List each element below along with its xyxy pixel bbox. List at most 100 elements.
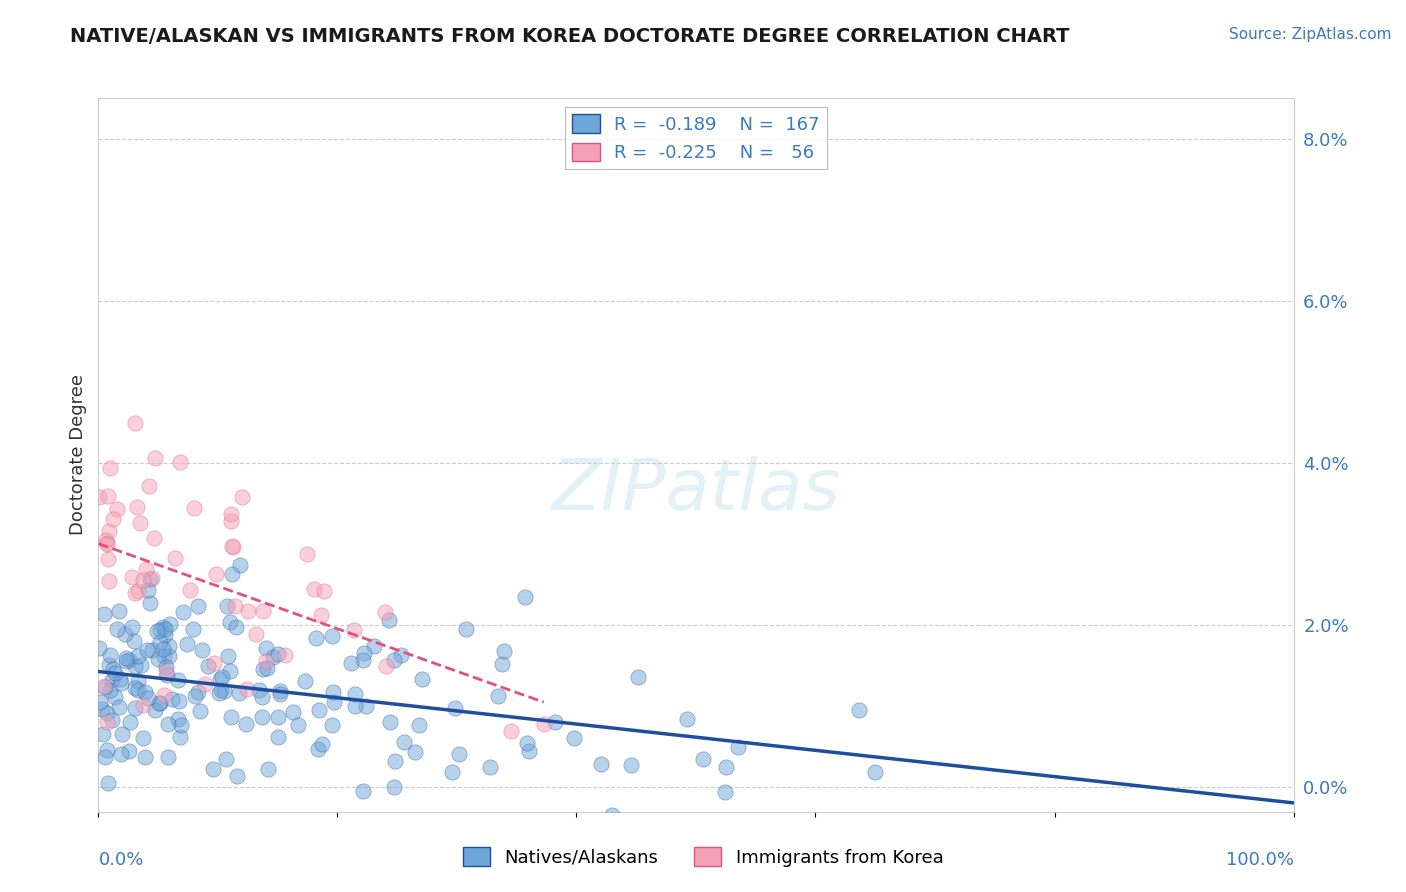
Natives/Alaskans xyxy=(267,647,290,661)
Immigrants from Korea xyxy=(499,723,522,738)
Natives/Alaskans xyxy=(257,763,280,777)
Immigrants from Korea xyxy=(93,679,115,693)
Natives/Alaskans xyxy=(152,649,174,664)
Natives/Alaskans xyxy=(159,617,181,632)
Natives/Alaskans xyxy=(254,641,277,656)
Natives/Alaskans xyxy=(141,643,163,657)
Natives/Alaskans xyxy=(692,752,714,766)
Natives/Alaskans xyxy=(440,764,463,779)
Natives/Alaskans xyxy=(486,690,509,704)
Natives/Alaskans xyxy=(323,696,346,710)
Immigrants from Korea xyxy=(236,681,259,696)
Natives/Alaskans xyxy=(209,682,232,697)
Natives/Alaskans xyxy=(564,731,586,745)
Text: ZIPatlas: ZIPatlas xyxy=(551,456,841,525)
Natives/Alaskans xyxy=(219,664,242,678)
Natives/Alaskans xyxy=(152,642,174,657)
Natives/Alaskans xyxy=(114,626,136,640)
Natives/Alaskans xyxy=(321,718,343,732)
Natives/Alaskans xyxy=(228,686,250,700)
Natives/Alaskans xyxy=(865,764,887,779)
Natives/Alaskans xyxy=(352,653,374,667)
Natives/Alaskans xyxy=(294,673,316,688)
Natives/Alaskans xyxy=(215,599,238,613)
Natives/Alaskans xyxy=(127,674,149,689)
Natives/Alaskans xyxy=(184,690,207,704)
Natives/Alaskans xyxy=(307,741,329,756)
Natives/Alaskans xyxy=(343,698,366,713)
Natives/Alaskans xyxy=(101,713,124,727)
Natives/Alaskans xyxy=(110,747,132,762)
Natives/Alaskans xyxy=(675,712,697,726)
Natives/Alaskans xyxy=(848,703,870,717)
Immigrants from Korea xyxy=(97,552,120,566)
Natives/Alaskans xyxy=(321,628,343,642)
Natives/Alaskans xyxy=(211,670,233,684)
Natives/Alaskans xyxy=(363,639,385,653)
Natives/Alaskans xyxy=(136,582,159,597)
Natives/Alaskans xyxy=(149,635,172,649)
Immigrants from Korea xyxy=(155,665,177,680)
Text: Source: ZipAtlas.com: Source: ZipAtlas.com xyxy=(1229,27,1392,42)
Immigrants from Korea xyxy=(127,583,149,598)
Immigrants from Korea xyxy=(221,507,243,521)
Immigrants from Korea xyxy=(533,717,555,731)
Natives/Alaskans xyxy=(378,613,401,627)
Immigrants from Korea xyxy=(96,714,118,729)
Natives/Alaskans xyxy=(404,745,426,759)
Natives/Alaskans xyxy=(139,572,162,586)
Natives/Alaskans xyxy=(408,718,430,732)
Text: 0.0%: 0.0% xyxy=(98,851,143,869)
Natives/Alaskans xyxy=(96,706,118,720)
Text: 100.0%: 100.0% xyxy=(1226,851,1294,869)
Natives/Alaskans xyxy=(129,658,152,673)
Natives/Alaskans xyxy=(353,646,375,660)
Natives/Alaskans xyxy=(118,715,141,730)
Natives/Alaskans xyxy=(229,558,252,572)
Natives/Alaskans xyxy=(340,657,363,671)
Natives/Alaskans xyxy=(124,659,146,673)
Natives/Alaskans xyxy=(262,650,284,665)
Natives/Alaskans xyxy=(225,620,247,634)
Natives/Alaskans xyxy=(136,642,159,657)
Immigrants from Korea xyxy=(128,516,150,531)
Natives/Alaskans xyxy=(146,624,169,638)
Natives/Alaskans xyxy=(176,637,198,651)
Natives/Alaskans xyxy=(197,659,219,673)
Immigrants from Korea xyxy=(98,460,121,475)
Natives/Alaskans xyxy=(111,726,134,740)
Natives/Alaskans xyxy=(221,566,243,581)
Natives/Alaskans xyxy=(384,754,406,768)
Natives/Alaskans xyxy=(156,717,179,731)
Immigrants from Korea xyxy=(152,689,174,703)
Natives/Alaskans xyxy=(352,784,374,798)
Legend: R =  -0.189    N =  167, R =  -0.225    N =   56: R = -0.189 N = 167, R = -0.225 N = 56 xyxy=(565,107,827,169)
Natives/Alaskans xyxy=(118,744,141,758)
Natives/Alaskans xyxy=(169,730,191,744)
Natives/Alaskans xyxy=(208,686,231,700)
Immigrants from Korea xyxy=(374,605,396,619)
Immigrants from Korea xyxy=(252,604,274,618)
Immigrants from Korea xyxy=(219,515,242,529)
Immigrants from Korea xyxy=(169,455,191,469)
Natives/Alaskans xyxy=(247,683,270,698)
Natives/Alaskans xyxy=(187,684,209,698)
Natives/Alaskans xyxy=(104,666,127,681)
Natives/Alaskans xyxy=(93,607,115,622)
Natives/Alaskans xyxy=(322,684,344,698)
Natives/Alaskans xyxy=(380,715,402,730)
Natives/Alaskans xyxy=(308,703,330,717)
Natives/Alaskans xyxy=(620,758,643,772)
Immigrants from Korea xyxy=(125,500,148,515)
Natives/Alaskans xyxy=(627,670,650,684)
Immigrants from Korea xyxy=(194,676,217,690)
Natives/Alaskans xyxy=(713,785,735,799)
Immigrants from Korea xyxy=(96,537,118,551)
Natives/Alaskans xyxy=(134,685,156,699)
Immigrants from Korea xyxy=(124,416,146,430)
Natives/Alaskans xyxy=(392,735,415,749)
Immigrants from Korea xyxy=(163,550,186,565)
Immigrants from Korea xyxy=(204,567,226,582)
Natives/Alaskans xyxy=(166,712,188,726)
Immigrants from Korea xyxy=(96,536,118,550)
